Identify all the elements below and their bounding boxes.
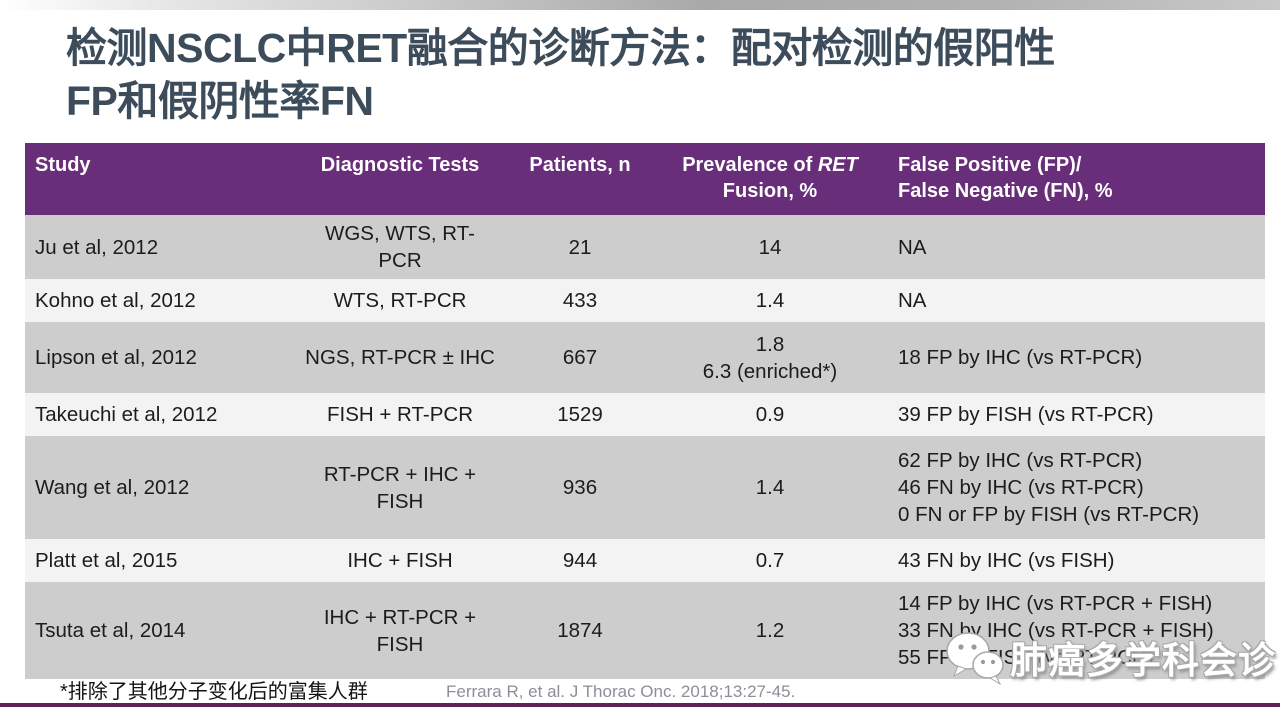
cell-study: Ju et al, 2012 xyxy=(35,235,159,259)
table-row: Platt et al, 2015 IHC + FISH 944 0.7 43 … xyxy=(25,539,1265,583)
watermark: 肺癌多学科会诊 xyxy=(944,628,1276,686)
cell-prevalence: 14 xyxy=(758,235,782,259)
wechat-icon xyxy=(946,632,1004,686)
cell-study: Lipson et al, 2012 xyxy=(35,346,197,370)
header-diagnostic-tests: Diagnostic Tests xyxy=(320,154,480,176)
cell-patients: 944 xyxy=(562,549,598,573)
table-row: Tsuta et al, 2014 IHC + RT-PCR + FISH 18… xyxy=(25,582,1265,680)
table-row: Takeuchi et al, 2012 FISH + RT-PCR 1529 … xyxy=(25,393,1265,437)
header-fpfn-line2: False Negative (FN), % xyxy=(898,180,1113,203)
cell-patients: 1874 xyxy=(557,619,603,643)
study-table: Study Diagnostic Tests Patients, n Preva… xyxy=(25,143,1265,680)
top-gradient-bar xyxy=(0,0,1280,10)
header-prevalence: Prevalence of RET Fusion, % xyxy=(660,152,880,205)
cell-patients: 936 xyxy=(562,476,598,500)
header-fpfn-line1: False Positive (FP)/ xyxy=(898,154,1082,176)
cell-tests: NGS, RT-PCR ± IHC xyxy=(305,346,495,370)
cell-patients: 21 xyxy=(568,235,592,259)
header-prevalence-line2: Fusion, % xyxy=(722,180,818,203)
cell-fpfn: NA xyxy=(898,289,927,313)
cell-patients: 1529 xyxy=(557,403,603,427)
cell-study: Tsuta et al, 2014 xyxy=(35,619,186,643)
cell-patients: 433 xyxy=(562,289,598,313)
table-header-row: Study Diagnostic Tests Patients, n Preva… xyxy=(25,143,1265,215)
slide-title-line2: FP和假阴性率FN xyxy=(66,78,374,125)
cell-tests: RT-PCR + IHC + FISH xyxy=(323,462,477,513)
table-row: Kohno et al, 2012 WTS, RT-PCR 433 1.4 NA xyxy=(25,279,1265,323)
cell-study: Takeuchi et al, 2012 xyxy=(35,403,218,427)
cell-prevalence: 1.4 xyxy=(755,476,785,500)
header-patients: Patients, n xyxy=(529,154,631,176)
cell-prevalence: 1.8 6.3 (enriched*) xyxy=(702,332,838,383)
watermark-text: 肺癌多学科会诊 xyxy=(1010,640,1276,681)
cell-tests: FISH + RT-PCR xyxy=(327,403,473,427)
table-row: Wang et al, 2012 RT-PCR + IHC + FISH 936… xyxy=(25,436,1265,540)
bottom-purple-divider xyxy=(0,703,1280,707)
cell-study: Wang et al, 2012 xyxy=(35,476,190,500)
cell-study: Platt et al, 2015 xyxy=(35,549,178,573)
header-fpfn: False Positive (FP)/ False Negative (FN)… xyxy=(880,152,1265,205)
cell-fpfn: NA xyxy=(898,235,927,259)
cell-fpfn: 39 FP by FISH (vs RT-PCR) xyxy=(898,403,1154,427)
cell-study: Kohno et al, 2012 xyxy=(35,289,196,313)
cell-prevalence: 0.7 xyxy=(755,549,785,573)
cell-tests: WGS, WTS, RT-PCR xyxy=(325,222,475,273)
cell-prevalence: 1.2 xyxy=(755,619,785,643)
table-row: Lipson et al, 2012 NGS, RT-PCR ± IHC 667… xyxy=(25,322,1265,394)
cell-prevalence: 0.9 xyxy=(755,403,785,427)
header-study: Study xyxy=(35,154,91,176)
footnote: *排除了其他分子变化后的富集人群 xyxy=(60,681,368,703)
cell-tests: IHC + RT-PCR + FISH xyxy=(323,605,477,656)
slide-title-line1: 检测NSCLC中RET融合的诊断方法：配对检测的假阳性 xyxy=(66,25,1055,71)
cell-fpfn: 43 FN by IHC (vs FISH) xyxy=(898,549,1115,573)
cell-tests: WTS, RT-PCR xyxy=(333,289,467,313)
table-row: Ju et al, 2012 WGS, WTS, RT-PCR 21 14 NA xyxy=(25,215,1265,280)
cell-fpfn: 18 FP by IHC (vs RT-PCR) xyxy=(898,346,1143,370)
slide-title: 检测NSCLC中RET融合的诊断方法：配对检测的假阳性 FP和假阴性率FN xyxy=(66,22,1216,129)
reference-citation: Ferrara R, et al. J Thorac Onc. 2018;13:… xyxy=(446,682,796,701)
header-prevalence-gene: RET xyxy=(817,154,858,176)
cell-prevalence: 1.4 xyxy=(755,289,785,313)
cell-fpfn: 62 FP by IHC (vs RT-PCR) 46 FN by IHC (v… xyxy=(898,449,1200,527)
cell-patients: 667 xyxy=(562,346,598,370)
cell-tests: IHC + FISH xyxy=(347,549,453,573)
header-prevalence-prefix: Prevalence of xyxy=(682,154,818,176)
